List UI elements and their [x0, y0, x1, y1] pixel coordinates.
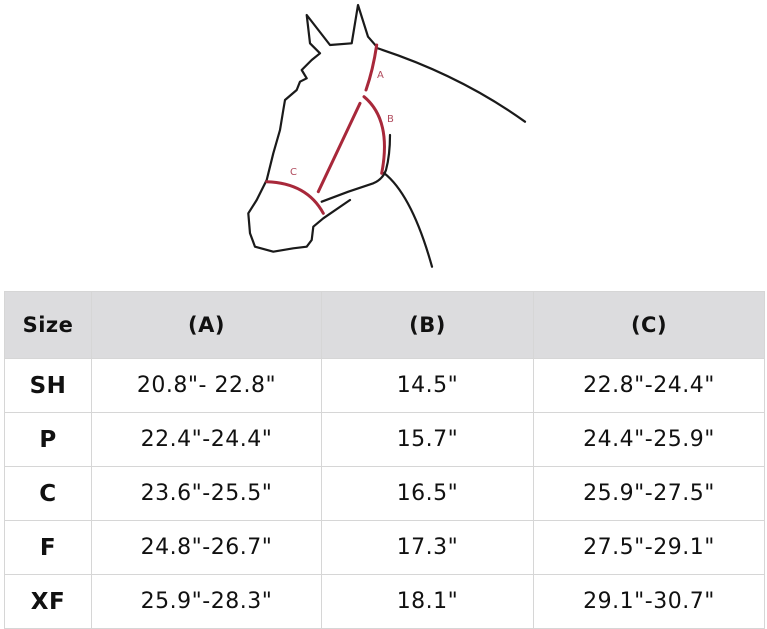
label-c: C [290, 167, 297, 178]
label-b: B [387, 114, 394, 125]
cell-a: 22.4"-24.4" [91, 412, 322, 467]
table-row: F 24.8"-26.7" 17.3" 27.5"-29.1" [4, 520, 765, 575]
table-row: XF 25.9"-28.3" 18.1" 29.1"-30.7" [4, 574, 765, 629]
horse-head-outline [247, 3, 378, 253]
cell-b: 15.7" [321, 412, 534, 467]
header-a: (A) [91, 291, 322, 359]
cell-b: 17.3" [321, 520, 534, 575]
cell-size: C [4, 466, 92, 521]
size-chart-table: Size (A) (B) (C) SH 20.8"- 22.8" 14.5" 2… [4, 291, 765, 629]
header-b: (B) [321, 291, 534, 359]
measure-line-a [364, 43, 379, 92]
cell-c: 24.4"-25.9" [533, 412, 765, 467]
table-row: C 23.6"-25.5" 16.5" 25.9"-27.5" [4, 466, 765, 521]
cell-size: XF [4, 574, 92, 629]
cell-c: 27.5"-29.1" [533, 520, 765, 575]
cell-a: 23.6"-25.5" [91, 466, 322, 521]
cell-a: 24.8"-26.7" [91, 520, 322, 575]
cell-size: F [4, 520, 92, 575]
cell-a: 20.8"- 22.8" [91, 358, 322, 413]
cell-a: 25.9"-28.3" [91, 574, 322, 629]
cell-c: 25.9"-27.5" [533, 466, 765, 521]
header-size: Size [4, 291, 92, 359]
horse-head-diagram: A B C [247, 3, 527, 268]
cell-c: 29.1"-30.7" [533, 574, 765, 629]
horse-neck-top [375, 46, 527, 123]
cell-b: 16.5" [321, 466, 534, 521]
measure-line-b [362, 95, 386, 175]
cell-size: SH [4, 358, 92, 413]
cell-b: 14.5" [321, 358, 534, 413]
cell-size: P [4, 412, 92, 467]
horse-jaw-outline [320, 133, 392, 203]
table-header-row: Size (A) (B) (C) [4, 291, 765, 359]
label-a: A [377, 70, 384, 81]
horse-neck-bottom [382, 171, 434, 268]
cell-c: 22.8"-24.4" [533, 358, 765, 413]
table-row: P 22.4"-24.4" 15.7" 24.4"-25.9" [4, 412, 765, 467]
measure-line-c [265, 180, 325, 215]
header-c: (C) [533, 291, 765, 359]
measure-line-diagonal [316, 101, 362, 194]
cell-b: 18.1" [321, 574, 534, 629]
table-row: SH 20.8"- 22.8" 14.5" 22.8"-24.4" [4, 358, 765, 413]
